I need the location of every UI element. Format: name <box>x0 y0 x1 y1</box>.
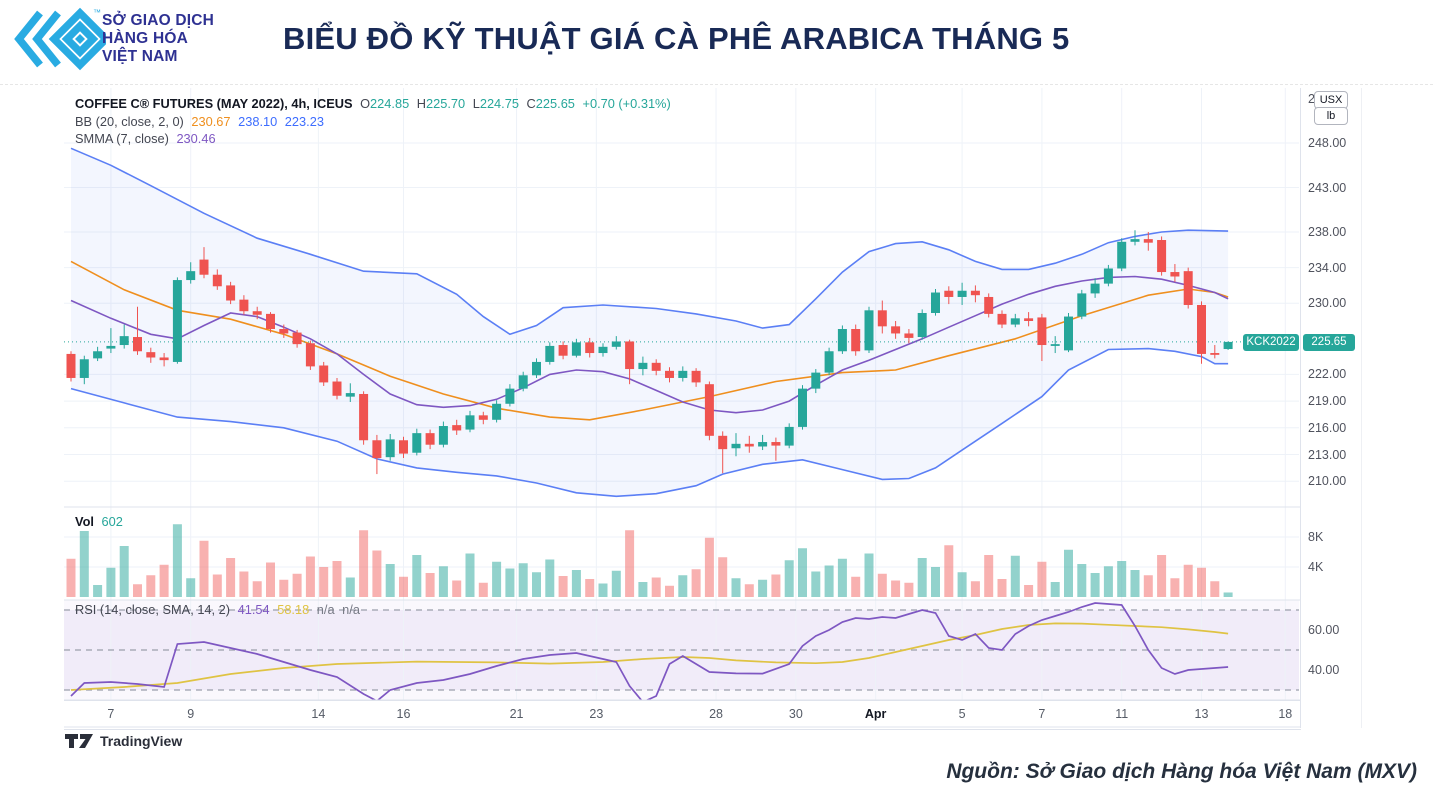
price-tick: 238.00 <box>1308 225 1347 239</box>
rsi-lines <box>70 602 1229 700</box>
time-tick: 28 <box>709 707 723 721</box>
grid <box>64 88 1299 700</box>
smma-value: 230.46 <box>176 131 216 146</box>
time-tick: 7 <box>107 707 115 721</box>
price-tick: 216.00 <box>1308 420 1347 435</box>
volume-tick: 4K <box>1308 560 1324 574</box>
brand-name: SỞ GIAO DỊCH HÀNG HÓA VIỆT NAM <box>102 12 214 66</box>
page-title: BIỂU ĐỒ KỸ THUẬT GIÁ CÀ PHÊ ARABICA THÁN… <box>283 21 1070 56</box>
unit-badge[interactable]: USX lb <box>1314 91 1348 125</box>
bb-label: BB (20, close, 2, 0) <box>75 113 184 129</box>
time-tick: 9 <box>187 707 195 721</box>
price-axis[interactable]: 253.00248.00243.00238.00234.00230.00222.… <box>1300 88 1362 728</box>
smma-label: SMMA (7, close) <box>75 131 169 146</box>
time-tick: 7 <box>1038 707 1046 721</box>
time-axis[interactable]: 7 9 14 16 21 23 28 30 Apr 5 7 11 13 18 <box>64 700 1301 730</box>
time-tick: Apr <box>864 707 887 721</box>
rsi-label: RSI (14, close, SMA, 14, 2) <box>75 602 231 617</box>
price-tick: 219.00 <box>1308 394 1347 409</box>
source-note: Nguồn: Sở Giao dịch Hàng hóa Việt Nam (M… <box>946 760 1417 783</box>
tradingview-attribution[interactable]: TradingView <box>64 732 182 750</box>
rsi-tick: 40.00 <box>1308 663 1340 677</box>
volume-legend[interactable]: Vol 602 <box>75 514 123 529</box>
legend-smma-row: SMMA (7, close) 230.46 <box>75 130 671 148</box>
price-tick: 210.00 <box>1308 474 1347 489</box>
rsi-legend[interactable]: RSI (14, close, SMA, 14, 2) 41.54 58.18 … <box>75 602 360 617</box>
bollinger-bands <box>70 147 1229 498</box>
contract-badge: KCK2022 <box>1243 334 1299 351</box>
price-tick: 230.00 <box>1308 296 1347 311</box>
chart-legend[interactable]: COFFEE C® FUTURES (MAY 2022), 4h, ICEUS … <box>75 95 671 148</box>
symbol-title: COFFEE C® FUTURES (MAY 2022), 4h, ICEUS <box>75 96 353 111</box>
price-tick: 243.00 <box>1308 180 1347 195</box>
time-tick: 14 <box>311 707 326 721</box>
time-tick: 18 <box>1278 707 1293 721</box>
change-value: +0.70 (+0.31%) <box>582 96 671 111</box>
brand-line-3: VIỆT NAM <box>102 48 178 65</box>
price-tick: 248.00 <box>1308 136 1347 150</box>
vol-value: 602 <box>101 514 123 529</box>
current-price-badge: 225.65 <box>1303 334 1355 351</box>
bb-lower-value: 223.23 <box>284 113 324 129</box>
unit-quantity: lb <box>1314 107 1348 125</box>
legend-symbol-row: COFFEE C® FUTURES (MAY 2022), 4h, ICEUS … <box>75 96 671 111</box>
bb-upper-value: 238.10 <box>238 113 278 129</box>
mxv-logo-icon <box>14 7 106 71</box>
chart-top-divider <box>0 84 1433 85</box>
candles <box>66 230 1233 475</box>
low-value: 224.75 <box>479 96 519 111</box>
bb-mid-value: 230.67 <box>191 113 231 129</box>
price-tick: 213.00 <box>1308 447 1347 462</box>
volume-bars <box>66 524 1233 597</box>
time-tick: 13 <box>1194 707 1209 721</box>
time-tick: 21 <box>509 707 524 721</box>
unit-currency: USX <box>1314 91 1348 109</box>
rsi-ma-value: 58.18 <box>277 602 310 617</box>
brand-line-2: HÀNG HÓA <box>102 30 188 47</box>
price-tick: 222.00 <box>1308 367 1347 382</box>
trademark-symbol: ™ <box>93 8 101 17</box>
tradingview-label: TradingView <box>100 733 183 749</box>
high-value: 225.70 <box>426 96 466 111</box>
time-tick: 23 <box>589 707 604 721</box>
open-value: 224.85 <box>370 96 410 111</box>
brand-line-1: SỞ GIAO DỊCH <box>102 12 215 29</box>
time-tick: 11 <box>1115 707 1129 721</box>
rsi-value: 41.54 <box>237 602 270 617</box>
time-tick: 5 <box>958 707 966 721</box>
rsi-levels <box>64 609 1299 691</box>
tradingview-icon <box>65 734 93 748</box>
volume-tick: 8K <box>1308 530 1324 544</box>
time-tick: 16 <box>396 707 411 721</box>
rsi-tick: 60.00 <box>1308 623 1340 637</box>
price-tick: 234.00 <box>1308 260 1347 275</box>
legend-bb-row: BB (20, close, 2, 0) 230.67 238.10 223.2… <box>75 113 671 131</box>
chart-canvas[interactable] <box>64 88 1301 728</box>
vol-label: Vol <box>75 514 94 529</box>
close-value: 225.65 <box>535 96 575 111</box>
time-tick: 30 <box>788 707 803 721</box>
